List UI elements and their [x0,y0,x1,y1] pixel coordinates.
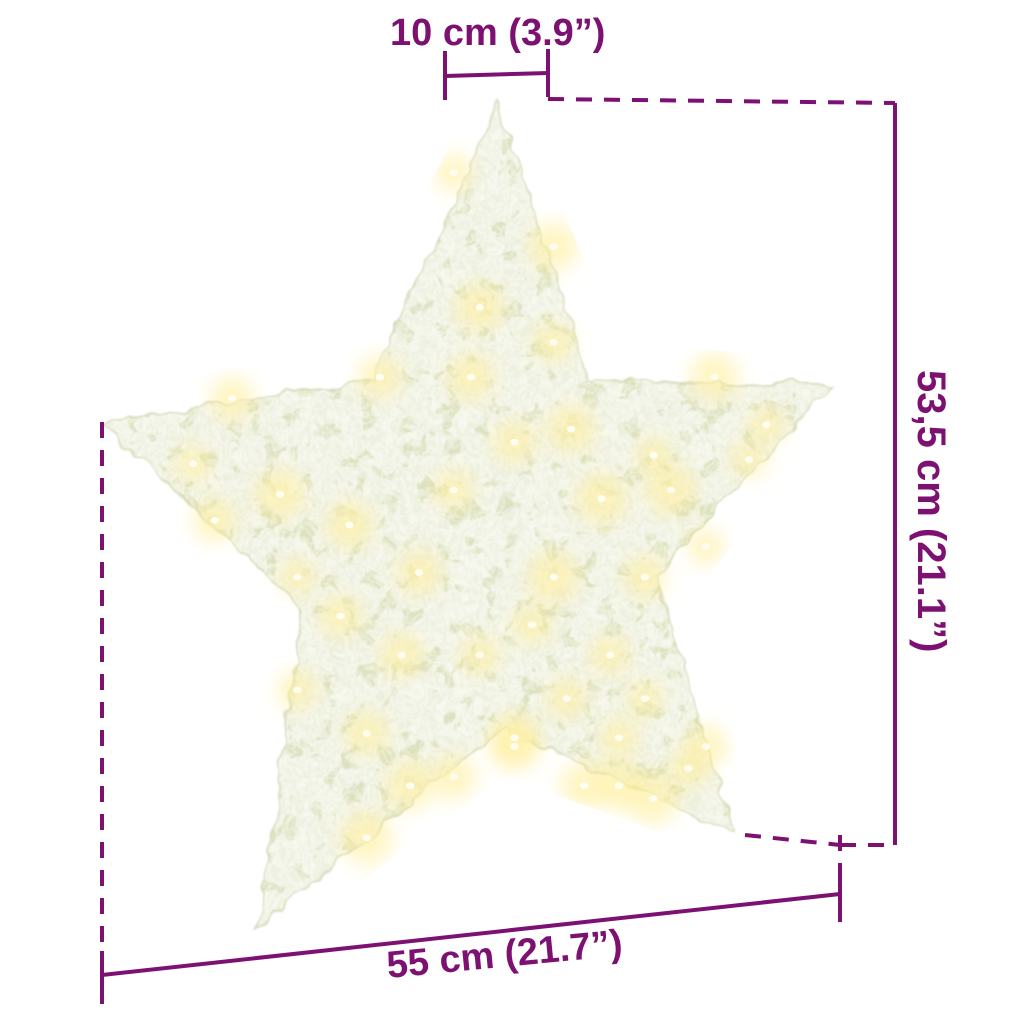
svg-text:53,5 cm (21.1”): 53,5 cm (21.1”) [909,370,953,652]
svg-text:10 cm (3.9”): 10 cm (3.9”) [390,12,605,54]
